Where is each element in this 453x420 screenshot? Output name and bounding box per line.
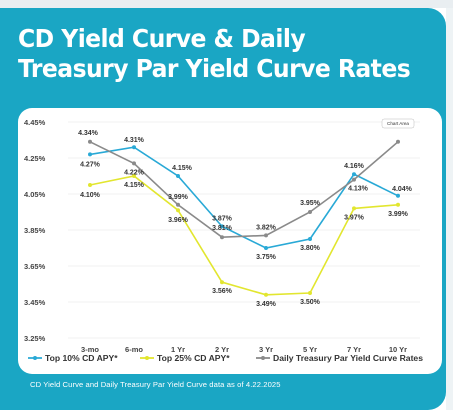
bottom-edge — [0, 410, 453, 420]
legend-entry: Top 10% CD APY* — [45, 353, 118, 363]
data-label: 3.96% — [168, 217, 189, 224]
x-tick-label: 5 Yr — [303, 345, 317, 354]
legend-marker — [145, 356, 149, 360]
x-tick-label: 10 Yr — [389, 345, 407, 354]
chart-area-tooltip — [381, 118, 415, 129]
legend-entry: Daily Treasury Par Yield Curve Rates — [273, 353, 423, 363]
y-tick-label: 4.45% — [24, 118, 46, 127]
x-tick-label: 7 Yr — [347, 345, 361, 354]
data-label: 4.15% — [124, 182, 145, 189]
data-label: 3.49% — [256, 301, 277, 308]
chart-area-tooltip-text: Chart Area — [387, 121, 409, 126]
legend-marker — [261, 356, 265, 360]
data-label: 3.97% — [344, 214, 365, 221]
y-tick-label: 3.45% — [24, 298, 46, 307]
data-point — [220, 224, 224, 229]
data-label: 3.80% — [300, 245, 321, 252]
data-label: 4.22% — [124, 169, 145, 176]
series-line — [89, 141, 399, 239]
y-tick-label: 3.65% — [24, 262, 46, 271]
data-label: 3.75% — [256, 254, 277, 261]
data-label: 3.87% — [212, 215, 233, 222]
data-label: 3.95% — [300, 200, 321, 207]
data-point — [396, 139, 400, 144]
data-label: 4.31% — [124, 137, 145, 144]
x-tick-label: 3-mo — [81, 345, 99, 354]
data-label: 4.27% — [80, 161, 101, 168]
data-point — [132, 161, 136, 166]
data-label: 4.15% — [172, 165, 193, 172]
data-point — [396, 193, 400, 198]
data-point — [132, 174, 136, 178]
data-point — [352, 206, 356, 211]
data-point — [396, 202, 400, 207]
chart-plot-area[interactable]: 4.45% 4.25% 4.05% 3.85% 3.65% 3.45% 3.25% 3-mo 6… — [18, 108, 442, 374]
data-label: 4.10% — [80, 192, 101, 199]
data-label: 4.13% — [348, 186, 369, 193]
data-point — [352, 177, 356, 182]
data-point — [220, 235, 224, 240]
data-point — [132, 145, 136, 150]
data-label: 3.99% — [388, 211, 409, 218]
data-point — [88, 183, 92, 187]
x-tick-label: 1 Yr — [171, 345, 185, 354]
top-bar — [0, 0, 453, 8]
data-label: 3.50% — [300, 299, 321, 306]
data-point — [308, 210, 312, 214]
data-point — [308, 291, 312, 295]
yield-curve-chart[interactable]: 4.45% 4.25% 4.05% 3.85% 3.65% 3.45% 3.25% 3-mo 6… — [18, 108, 442, 374]
data-point — [264, 233, 268, 238]
page-title: CD Yield Curve & Daily Treasury Par Yiel… — [18, 24, 411, 83]
data-date-note: CD Yield Curve and Daily Treasury Par Yi… — [30, 380, 281, 389]
data-label: 3.99% — [168, 194, 189, 201]
data-point — [220, 280, 224, 285]
data-point — [176, 174, 180, 178]
series-line — [89, 175, 399, 296]
data-label: 3.56% — [212, 288, 233, 295]
data-point — [88, 152, 92, 157]
y-tick-label: 3.85% — [24, 226, 46, 235]
data-label: 3.82% — [256, 224, 277, 231]
legend-marker — [33, 356, 37, 360]
legend-entry: Top 25% CD APY* — [157, 353, 230, 363]
data-point — [176, 202, 180, 207]
x-tick-label: 2 Yr — [215, 345, 229, 354]
data-point — [264, 292, 268, 297]
data-label: 4.04% — [392, 186, 413, 193]
x-tick-label: 3 Yr — [259, 345, 273, 354]
data-point — [352, 172, 356, 177]
right-edge — [446, 8, 453, 410]
data-label: 4.16% — [344, 163, 365, 170]
data-label: 3.81% — [212, 225, 233, 232]
data-label: 4.34% — [78, 130, 99, 137]
x-tick-label: 6-mo — [125, 345, 143, 354]
data-point — [264, 246, 268, 250]
y-tick-label: 3.25% — [24, 334, 46, 343]
data-point — [88, 139, 92, 144]
data-point — [308, 237, 312, 241]
y-tick-label: 4.05% — [24, 190, 46, 199]
data-point — [176, 208, 180, 213]
y-tick-label: 4.25% — [24, 154, 46, 163]
